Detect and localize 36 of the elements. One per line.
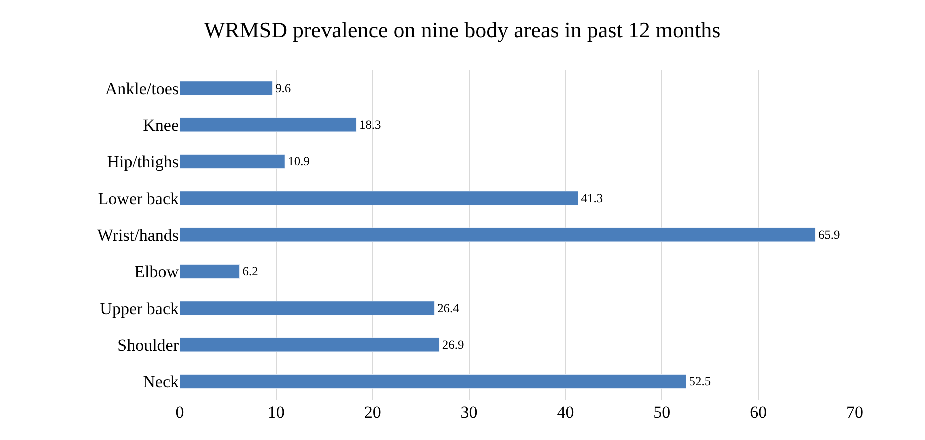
x-tick-label: 20 (364, 403, 382, 422)
data-label: 65.9 (818, 228, 840, 242)
bar (180, 301, 435, 316)
y-tick-label: Ankle/toes (105, 79, 179, 98)
data-label: 26.9 (442, 338, 464, 352)
bar (180, 81, 273, 96)
data-label: 52.5 (689, 374, 712, 389)
y-tick-label: Lower back (98, 189, 180, 208)
bar (180, 374, 686, 389)
data-label: 18.3 (359, 118, 382, 132)
chart-title: WRMSD prevalence on nine body areas in past 12 months (204, 17, 721, 42)
y-tick-label: Knee (143, 116, 179, 135)
data-label: 10.9 (288, 154, 310, 169)
x-tick-label: 50 (654, 403, 671, 422)
x-tick-label: 60 (750, 403, 768, 422)
x-tick-label: 0 (176, 403, 184, 422)
data-label: 9.6 (276, 81, 292, 96)
bar (180, 338, 440, 352)
y-tick-label: Wrist/hands (98, 226, 179, 245)
y-tick-label: Elbow (134, 262, 180, 282)
x-tick-label: 70 (846, 403, 864, 422)
data-label: 26.4 (438, 301, 460, 316)
x-tick-label: 40 (557, 403, 574, 422)
bar (180, 154, 286, 169)
bar (180, 191, 578, 206)
bar (180, 228, 816, 242)
bar (180, 264, 240, 279)
y-tick-label: Hip/thighs (107, 152, 179, 172)
y-tick-label: Upper back (100, 299, 180, 318)
data-label: 6.2 (242, 264, 258, 279)
data-label: 41.3 (581, 191, 604, 206)
x-tick-label: 10 (268, 403, 285, 422)
y-tick-label: Neck (143, 372, 180, 392)
bar (180, 118, 357, 132)
x-tick-label: 30 (460, 403, 478, 422)
y-tick-label: Shoulder (118, 336, 180, 355)
